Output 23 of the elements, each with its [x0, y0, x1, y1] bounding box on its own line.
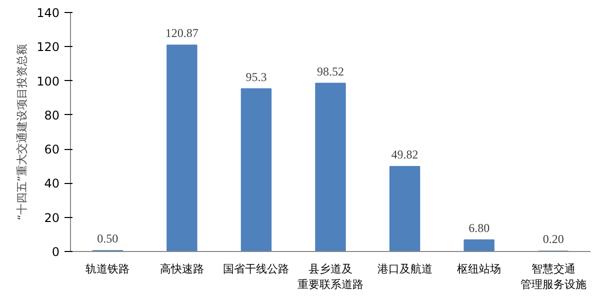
data-label: 49.82 [391, 147, 418, 162]
y-tick-label: 20 [44, 210, 60, 225]
data-label: 95.3 [246, 70, 267, 84]
x-tick-label: 港口及航道 [377, 262, 432, 276]
y-tick-label: 140 [36, 6, 60, 20]
x-tick-label: 轨道铁路 [86, 262, 130, 276]
data-label: 0.50 [97, 232, 118, 246]
y-tick-label: 40 [44, 176, 60, 191]
y-tick-label: 120 [36, 40, 60, 54]
data-label: 6.80 [468, 220, 490, 235]
x-tick-label: 高快速路 [160, 262, 204, 276]
y-tick-label: 80 [44, 108, 60, 122]
x-tick-label: 国省干线公路 [223, 262, 290, 276]
data-label: 120.87 [165, 26, 198, 40]
x-tick-label: 县乡道及重要联系道路 [298, 262, 364, 292]
y-tick-label: 60 [44, 142, 60, 157]
y-tick-label: 0 [52, 245, 60, 259]
y-tick-label: 100 [36, 74, 60, 88]
y-axis-title: “十四五”重大交通建设项目投资总额 [16, 44, 29, 220]
x-tick-label: 智慧交通管理服务设施 [520, 262, 586, 292]
data-label: 98.52 [317, 64, 344, 78]
x-tick-label: 枢纽站场 [457, 262, 502, 276]
data-label: 0.20 [542, 232, 564, 246]
